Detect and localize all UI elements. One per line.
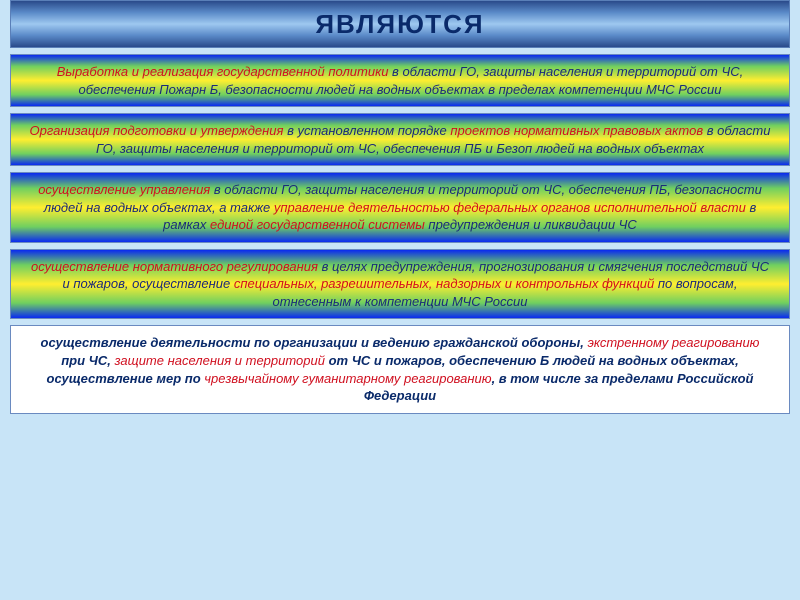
task3-red2: управление деятельностью федеральных орг… bbox=[274, 200, 746, 215]
task3-red3: единой государственной системы bbox=[210, 217, 425, 232]
task5-r1: экстренному реагированию bbox=[587, 335, 759, 350]
task4-red2: специальных, разрешительных, надзорных и… bbox=[234, 276, 654, 291]
task3-red1: осуществление управления bbox=[38, 182, 210, 197]
task5-p2: при ЧС, bbox=[61, 353, 114, 368]
task2-red1: Организация подготовки и утверждения bbox=[30, 123, 284, 138]
task2-mid1: в установленном порядке bbox=[283, 123, 450, 138]
task-box-4: осуществление нормативного регулирования… bbox=[10, 249, 790, 320]
task5-p1: осуществление деятельности по организаци… bbox=[41, 335, 588, 350]
task3-rest: предупреждения и ликвидации ЧС bbox=[425, 217, 637, 232]
title-bar: ЯВЛЯЮТСЯ bbox=[10, 0, 790, 48]
task5-r2: защите населения и территорий bbox=[115, 353, 329, 368]
task5-r3: чрезвычайному гуманитарному реагированию bbox=[204, 371, 491, 386]
task-box-3: осуществление управления в области ГО, з… bbox=[10, 172, 790, 243]
task4-red1: осуществление нормативного регулирования bbox=[31, 259, 318, 274]
task-box-2: Организация подготовки и утверждения в у… bbox=[10, 113, 790, 166]
task-box-5: осуществление деятельности по организаци… bbox=[10, 325, 790, 413]
task1-lead: Выработка и реализация государственной п… bbox=[57, 64, 389, 79]
task2-red2: проектов нормативных правовых актов bbox=[450, 123, 703, 138]
title-text: ЯВЛЯЮТСЯ bbox=[315, 9, 484, 40]
task-box-1: Выработка и реализация государственной п… bbox=[10, 54, 790, 107]
